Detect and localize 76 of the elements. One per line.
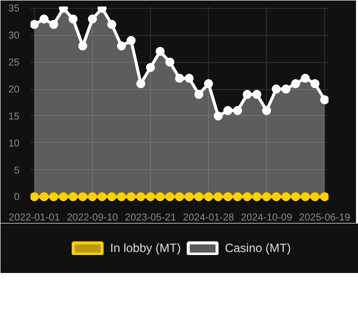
- point: [320, 95, 328, 104]
- point: [116, 41, 126, 50]
- x-tick-label: 2024-10-09: [241, 212, 293, 224]
- point: [88, 192, 97, 202]
- y-tick-label: 20: [8, 84, 20, 96]
- legend-label: Casino (MT): [224, 241, 291, 255]
- x-tick-label: 2024-01-28: [182, 212, 235, 224]
- point: [107, 192, 116, 202]
- point: [262, 192, 272, 202]
- y-tick-label: 0: [14, 192, 20, 204]
- point: [194, 192, 204, 202]
- point: [194, 90, 204, 99]
- point: [233, 106, 242, 116]
- point: [116, 192, 126, 202]
- point: [281, 192, 290, 202]
- point: [184, 74, 194, 83]
- point: [49, 20, 58, 29]
- point: [262, 106, 272, 116]
- y-tick-label: 15: [8, 111, 20, 122]
- point: [204, 79, 214, 88]
- point: [107, 20, 116, 29]
- point: [165, 192, 174, 202]
- point: [175, 74, 184, 83]
- point: [136, 79, 146, 88]
- y-tick-label: 5: [14, 165, 20, 176]
- point: [291, 192, 300, 202]
- point: [88, 14, 97, 24]
- point: [310, 192, 320, 202]
- point: [242, 192, 252, 202]
- point: [30, 20, 39, 29]
- point: [252, 192, 262, 202]
- point: [78, 41, 88, 50]
- point: [40, 192, 49, 202]
- point: [291, 79, 300, 88]
- point: [136, 192, 146, 202]
- point: [146, 62, 155, 72]
- point: [281, 84, 290, 94]
- y-tick-label: 30: [8, 30, 20, 42]
- y-tick-label: 35: [8, 4, 20, 15]
- point: [214, 192, 223, 202]
- y-tick-label: 25: [8, 58, 20, 69]
- legend-label: In lobby (MT): [110, 241, 181, 255]
- point: [300, 74, 310, 83]
- point: [272, 192, 281, 202]
- point: [300, 192, 310, 202]
- point: [126, 192, 136, 202]
- point: [175, 192, 184, 202]
- point: [146, 192, 155, 202]
- point: [223, 192, 232, 202]
- x-tick-label: 2025-06-19: [299, 212, 351, 224]
- point: [78, 192, 88, 202]
- point: [242, 90, 252, 99]
- point: [49, 192, 58, 202]
- point: [214, 111, 223, 120]
- x-tick-label: 2023-05-21: [124, 212, 176, 224]
- point: [30, 192, 39, 202]
- point: [233, 192, 242, 202]
- x-tick-label: 2022-09-10: [66, 212, 118, 224]
- point: [272, 84, 281, 94]
- point: [252, 90, 262, 99]
- x-tick-label: 2022-01-01: [8, 212, 60, 224]
- point: [156, 192, 165, 202]
- point: [184, 192, 194, 202]
- point: [68, 14, 78, 24]
- point: [320, 192, 328, 202]
- point: [310, 79, 320, 88]
- y-tick-label: 10: [8, 138, 20, 150]
- point: [58, 192, 68, 202]
- point: [156, 46, 165, 56]
- point: [126, 36, 136, 46]
- point: [98, 192, 107, 202]
- point: [165, 58, 174, 67]
- point: [40, 14, 49, 24]
- point: [204, 192, 214, 202]
- point: [68, 192, 78, 202]
- point: [223, 106, 232, 116]
